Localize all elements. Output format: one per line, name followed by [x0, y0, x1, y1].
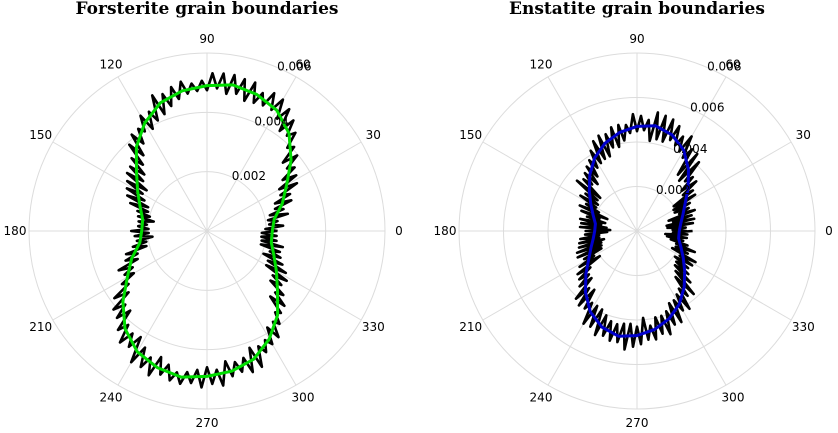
raw-distribution-line — [112, 72, 299, 389]
angle-tick-label: 270 — [626, 416, 649, 430]
radius-tick-label: 0.002 — [232, 169, 266, 183]
angle-tick-label: 150 — [459, 128, 482, 142]
angle-tick-label: 0 — [395, 224, 403, 238]
smoothed-distribution-line — [584, 124, 690, 338]
angle-tick-label: 120 — [530, 58, 553, 72]
enstatite-polar-chart: Enstatite grain boundaries 0 30 60 90 120 150… — [434, 0, 833, 430]
radius-tick-label: 0.002 — [656, 183, 690, 197]
angular-gridline — [117, 76, 208, 232]
angle-tick-label: 150 — [29, 128, 52, 142]
angle-tick-label: 240 — [530, 390, 553, 404]
angle-tick-label: 30 — [796, 128, 811, 142]
angular-gridline — [52, 141, 208, 232]
angular-gridline — [206, 230, 362, 321]
angle-tick-label: 210 — [29, 320, 52, 334]
angle-tick-label: 90 — [629, 32, 644, 46]
angle-tick-label: 120 — [100, 58, 123, 72]
angle-tick-label: 300 — [292, 390, 315, 404]
radius-tick-label: 0.006 — [277, 60, 311, 74]
angular-gridline — [636, 230, 792, 321]
chart-title: Forsterite grain boundaries — [76, 0, 339, 19]
forsterite-polar-chart: Forsterite grain boundaries 0 30 60 90 120 15… — [4, 0, 403, 430]
raw-distribution-line — [574, 111, 701, 351]
radius-tick-label: 0.008 — [707, 60, 741, 74]
angular-gridline — [547, 230, 638, 386]
angular-gridline — [636, 141, 792, 232]
angle-tick-label: 330 — [792, 320, 815, 334]
angle-tick-label: 270 — [196, 416, 219, 430]
chart-title: Enstatite grain boundaries — [509, 0, 765, 19]
angle-tick-label: 60 — [295, 58, 310, 72]
angle-tick-label: 90 — [199, 32, 214, 46]
angle-tick-label: 60 — [725, 58, 740, 72]
radius-tick-label: 0.006 — [690, 101, 724, 115]
angle-tick-label: 330 — [362, 320, 385, 334]
angle-tick-label: 210 — [459, 320, 482, 334]
radius-tick-label: 0.004 — [254, 114, 288, 128]
angle-tick-label: 180 — [4, 224, 27, 238]
smoothed-distribution-line — [121, 83, 293, 379]
angular-gridline — [482, 230, 638, 321]
angular-gridline — [206, 230, 297, 386]
angle-tick-label: 30 — [366, 128, 381, 142]
angle-tick-label: 0 — [825, 224, 833, 238]
angle-tick-label: 240 — [100, 390, 123, 404]
angular-gridline — [482, 141, 638, 232]
angle-tick-label: 300 — [722, 390, 745, 404]
radius-tick-label: 0.004 — [673, 142, 707, 156]
angular-gridline — [636, 76, 727, 232]
angle-tick-label: 180 — [434, 224, 457, 238]
